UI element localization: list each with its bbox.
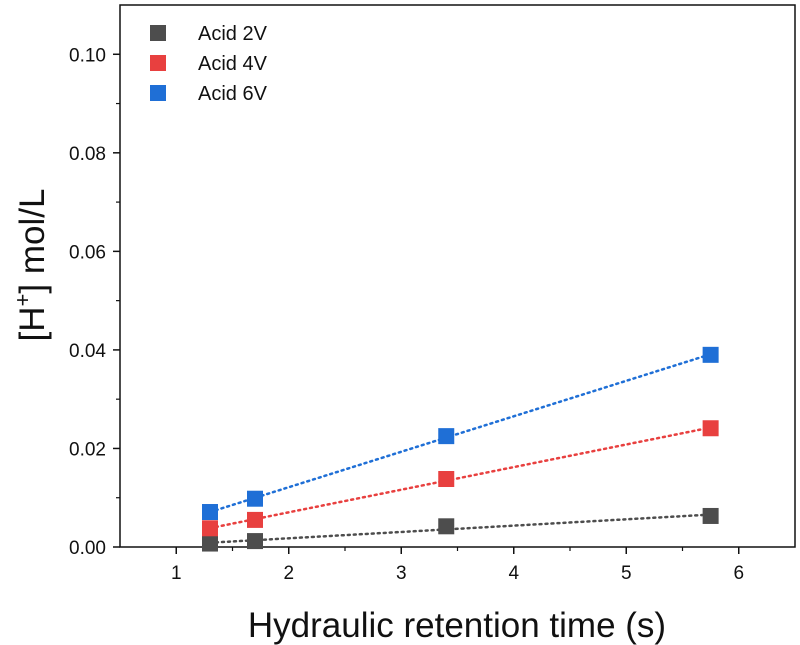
axis-ticks: 1 2 3 4 5 6 0.00 0.02 0.04 0.06 0.08 0.10 [69,45,744,584]
y-axis-title-suffix: ] mol/L [13,189,52,294]
y-tick-label: 0.02 [69,439,106,460]
trendline-series-1 [208,513,712,544]
legend-marker [150,55,166,71]
data-point-series-1 [247,533,263,550]
trendline-series-3 [208,352,712,514]
data-point-series-1 [202,535,218,552]
x-tick-label: 2 [283,563,294,584]
legend-label: Acid 4V [198,53,268,75]
data-point-series-2 [202,520,218,537]
y-axis-title-prefix: [H [13,306,52,341]
legend-marker [150,25,166,41]
legend-label: Acid 2V [198,23,268,45]
data-points [202,346,719,552]
y-axis-title-superscript: + [10,294,35,307]
data-point-series-2 [438,471,455,488]
y-axis-title: [H+] mol/L [10,189,52,342]
trendlines [208,352,712,544]
data-point-series-3 [702,346,719,363]
data-point-series-2 [702,420,719,437]
legend: Acid 2V Acid 4V Acid 6V [150,23,268,105]
x-tick-label: 4 [508,563,519,584]
x-axis-title: Hydraulic retention time (s) [248,606,666,645]
x-tick-label: 5 [621,563,632,584]
x-tick-label: 6 [733,563,744,584]
y-tick-label: 0.06 [69,242,106,263]
data-point-series-1 [438,518,455,535]
trendline-series-2 [208,426,712,530]
data-point-series-3 [438,428,455,445]
y-tick-label: 0.04 [69,341,106,362]
data-point-series-3 [247,490,263,507]
x-tick-label: 1 [171,563,182,584]
legend-label: Acid 6V [198,83,268,105]
x-tick-label: 3 [396,563,407,584]
y-tick-label: 0.10 [69,45,106,66]
data-point-series-3 [202,504,218,521]
data-point-series-1 [702,507,719,524]
y-tick-label: 0.08 [69,144,106,165]
data-point-series-2 [247,511,263,528]
legend-marker [150,85,166,101]
y-tick-label: 0.00 [69,538,106,559]
